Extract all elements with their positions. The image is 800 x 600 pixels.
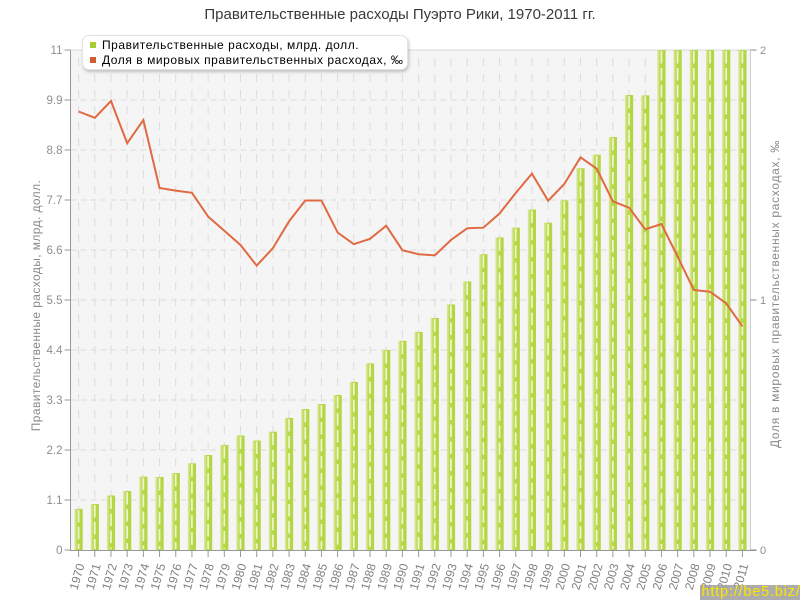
svg-text:9.9: 9.9 <box>47 95 63 107</box>
svg-text:0: 0 <box>760 545 766 557</box>
svg-text:Правительственные расходы, млр: Правительственные расходы, млрд. долл. <box>29 180 43 431</box>
svg-text:5.5: 5.5 <box>47 295 63 307</box>
svg-text:Доля в мировых правительственн: Доля в мировых правительственных расхода… <box>768 140 782 448</box>
svg-text:8.8: 8.8 <box>47 145 63 157</box>
svg-text:1: 1 <box>760 295 766 307</box>
svg-text:0: 0 <box>56 545 62 557</box>
svg-text:1.1: 1.1 <box>47 495 63 507</box>
svg-text:4.4: 4.4 <box>47 345 64 357</box>
svg-text:7.7: 7.7 <box>47 195 63 207</box>
svg-text:2.2: 2.2 <box>47 445 63 457</box>
svg-text:2011: 2011 <box>731 562 752 591</box>
svg-text:2: 2 <box>760 45 766 57</box>
svg-text:3.3: 3.3 <box>47 395 63 407</box>
svg-text:6.6: 6.6 <box>47 245 63 257</box>
svg-text:11: 11 <box>51 45 63 57</box>
